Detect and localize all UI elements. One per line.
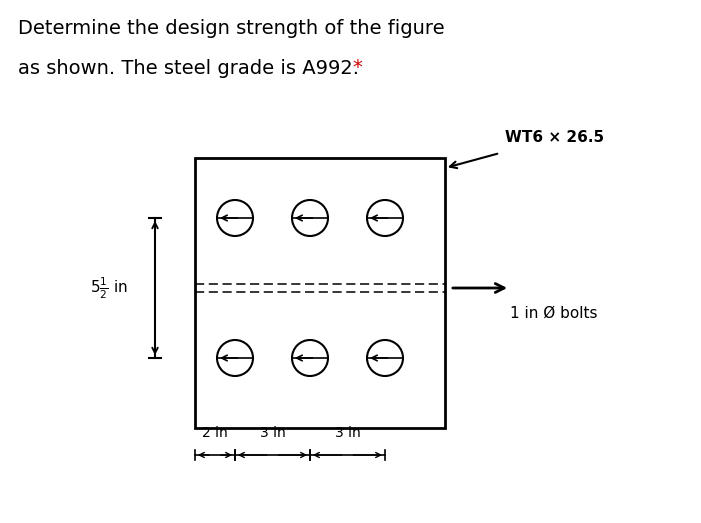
- Text: 1 in Ø bolts: 1 in Ø bolts: [510, 305, 597, 321]
- Text: 3 in: 3 in: [259, 426, 285, 440]
- Text: 2 in: 2 in: [202, 426, 228, 440]
- Bar: [195, 158, 445, 428]
- Text: as shown. The steel grade is A992.: as shown. The steel grade is A992.: [18, 59, 365, 77]
- Text: $5\frac{1}{2}$ in: $5\frac{1}{2}$ in: [90, 275, 128, 301]
- Text: WT6 × 26.5: WT6 × 26.5: [505, 131, 604, 145]
- Text: *: *: [352, 59, 362, 77]
- Text: 3 in: 3 in: [334, 426, 360, 440]
- Text: Determine the design strength of the figure: Determine the design strength of the fig…: [18, 18, 444, 38]
